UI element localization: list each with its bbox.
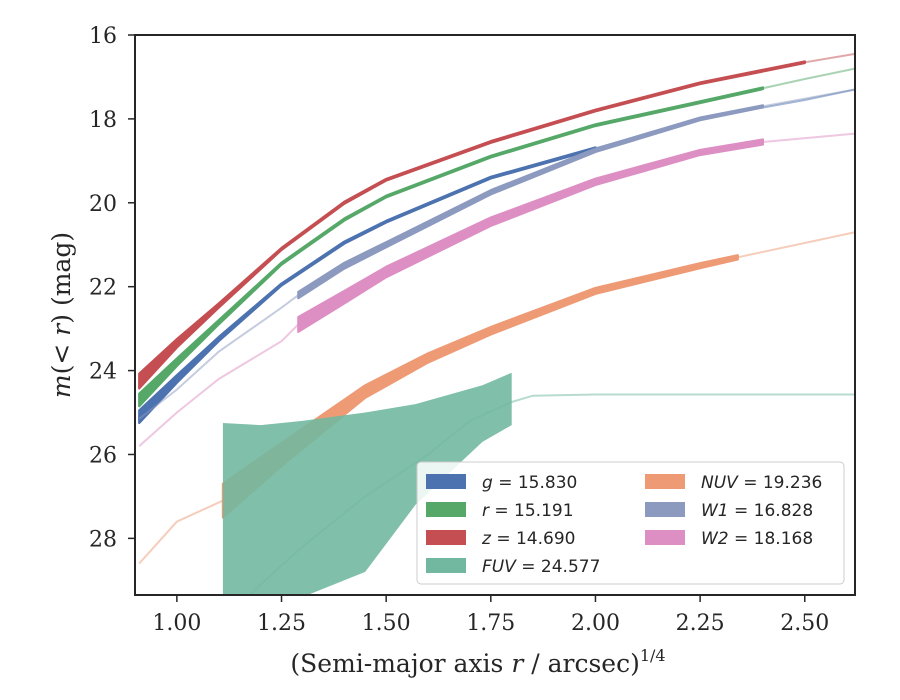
- y-tick-label: 20: [89, 192, 117, 217]
- legend-item-W1: W1 = 16.828: [645, 501, 813, 521]
- x-tick-label: 2.50: [780, 611, 829, 636]
- legend-item-z: z = 14.690: [426, 529, 575, 549]
- y-tick-label: 24: [89, 360, 117, 385]
- y-tick-label: 26: [89, 443, 117, 468]
- series-W2: [138, 132, 855, 447]
- x-tick-label: 1.00: [152, 611, 201, 636]
- series-r: [138, 67, 855, 408]
- series-W2-band: [297, 138, 764, 333]
- legend-label: r = 15.191: [482, 501, 574, 521]
- x-axis-title: (Semi-major axis r / arcsec)1/4: [290, 646, 665, 678]
- legend-frame: [416, 461, 845, 585]
- legend-swatch: [645, 474, 685, 489]
- series-FUV-band: [222, 372, 512, 595]
- x-tick-label: 2.25: [676, 611, 725, 636]
- legend-label: z = 14.690: [481, 529, 575, 549]
- x-axis: 1.00 1.25 1.50 1.75 2.00 2.25 2.50: [152, 595, 829, 636]
- series-W1: [138, 88, 855, 420]
- legend-label: W2 = 18.168: [701, 529, 813, 549]
- legend-swatch: [645, 502, 685, 517]
- plot-frame: [134, 34, 856, 596]
- legend-swatch: [426, 558, 466, 573]
- series-z: [138, 52, 855, 390]
- legend-label: g = 15.830: [482, 473, 577, 493]
- legend-swatch: [426, 502, 466, 517]
- legend: g = 15.830 r = 15.191 z = 14.690 FUV = 24.5…: [416, 461, 845, 585]
- x-tick-label: 2.00: [571, 611, 620, 636]
- legend-swatch: [645, 530, 685, 545]
- series-z-band: [138, 60, 806, 390]
- legend-item-FUV: FUV = 24.577: [426, 557, 600, 577]
- y-axis: 16 18 20 22 24 26 28: [89, 24, 135, 552]
- legend-label: W1 = 16.828: [701, 501, 813, 521]
- legend-label: NUV = 19.236: [701, 473, 822, 493]
- y-tick-label: 22: [89, 276, 117, 301]
- y-tick-label: 18: [89, 108, 117, 133]
- legend-swatch: [426, 474, 466, 489]
- series-layer: [138, 52, 855, 595]
- legend-item-NUV: NUV = 19.236: [645, 473, 822, 493]
- legend-item-g: g = 15.830: [426, 473, 577, 493]
- legend-swatch: [426, 530, 466, 545]
- x-tick-label: 1.25: [257, 611, 306, 636]
- y-tick-label: 16: [89, 24, 117, 49]
- x-tick-label: 1.75: [466, 611, 515, 636]
- x-tick-label: 1.50: [362, 611, 411, 636]
- series-r-band: [138, 86, 764, 408]
- legend-item-W2: W2 = 18.168: [645, 529, 813, 549]
- y-tick-label: 28: [89, 527, 117, 552]
- legend-label: FUV = 24.577: [482, 557, 600, 577]
- series-r-model-line: [138, 67, 855, 401]
- legend-item-r: r = 15.191: [426, 501, 574, 521]
- series-W1-band: [297, 104, 764, 300]
- series-FUV: [222, 372, 855, 595]
- y-axis-title: m(< r) (mag): [47, 232, 76, 398]
